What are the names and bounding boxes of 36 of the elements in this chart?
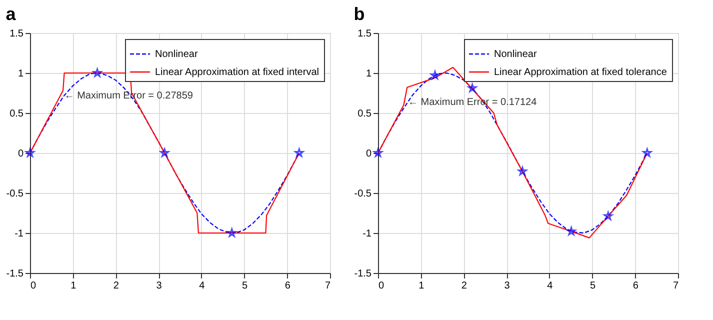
y-tick-label: 1 bbox=[366, 68, 372, 80]
y-tick-label: -0.5 bbox=[354, 188, 372, 200]
y-tick-label: -1.5 bbox=[6, 268, 24, 280]
x-tick-label: 5 bbox=[590, 280, 596, 292]
x-tick-label: 5 bbox=[242, 280, 248, 292]
chart-title: a bbox=[6, 4, 17, 24]
x-tick-label: 6 bbox=[632, 280, 639, 292]
x-tick-label: 0 bbox=[378, 280, 384, 292]
y-tick-label: 1.5 bbox=[358, 28, 372, 40]
x-tick-label: 1 bbox=[70, 280, 77, 292]
y-tick-label: 0 bbox=[18, 148, 24, 160]
x-tick-label: 6 bbox=[284, 280, 291, 292]
y-tick-label: -0.5 bbox=[6, 188, 24, 200]
legend-label: Nonlinear bbox=[494, 49, 538, 60]
x-tick-label: 3 bbox=[504, 280, 510, 292]
chart-title: b bbox=[354, 4, 365, 24]
legend-label: Nonlinear bbox=[155, 49, 198, 60]
x-tick-label: 7 bbox=[324, 280, 331, 292]
y-tick-label: -1 bbox=[362, 228, 372, 240]
y-tick-label: 1 bbox=[18, 68, 24, 80]
y-tick-label: 0.5 bbox=[358, 108, 372, 120]
y-tick-label: 1.5 bbox=[10, 28, 24, 40]
y-tick-label: -1.5 bbox=[354, 268, 372, 280]
y-tick-label: 0 bbox=[366, 148, 372, 160]
legend-label: Linear Approximation at fixed interval bbox=[155, 67, 319, 78]
x-tick-label: 3 bbox=[156, 280, 162, 292]
x-tick-label: 2 bbox=[113, 280, 120, 292]
x-tick-label: 7 bbox=[672, 280, 679, 292]
x-tick-label: 4 bbox=[547, 280, 554, 292]
legend-label: Linear Approximation at fixed tolerance bbox=[494, 67, 668, 78]
y-tick-label: -1 bbox=[14, 228, 24, 240]
x-tick-label: 4 bbox=[199, 280, 206, 292]
y-tick-label: 0.5 bbox=[10, 108, 24, 120]
x-tick-label: 0 bbox=[30, 280, 36, 292]
x-tick-label: 1 bbox=[418, 280, 425, 292]
x-tick-label: 2 bbox=[461, 280, 468, 292]
